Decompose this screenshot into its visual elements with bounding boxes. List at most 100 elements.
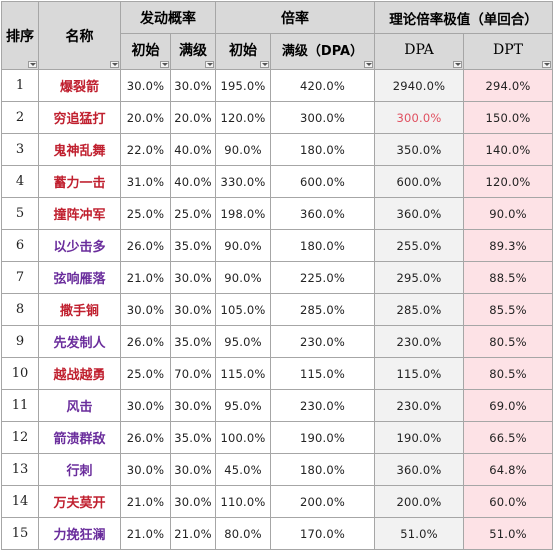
cell-mult-initial: 198.0% <box>215 197 271 230</box>
cell-mult-initial: 90.0% <box>215 133 271 166</box>
cell-rank: 6 <box>1 229 39 262</box>
header-dpa: DPA <box>374 33 464 70</box>
cell-dpa: 360.0% <box>374 197 464 230</box>
header-rank-label: 排序 <box>6 28 34 45</box>
filter-dropdown-icon[interactable] <box>453 61 462 68</box>
header-trigger-group: 发动概率 <box>120 1 216 34</box>
cell-trigger-max: 20.0% <box>170 101 216 134</box>
cell-rank: 7 <box>1 261 39 294</box>
cell-skill-name: 力挽狂澜 <box>38 517 121 550</box>
cell-trigger-initial: 25.0% <box>120 197 171 230</box>
cell-mult-initial: 90.0% <box>215 229 271 262</box>
cell-mult-initial: 45.0% <box>215 453 271 486</box>
cell-trigger-max: 21.0% <box>170 517 216 550</box>
table-row: 5 撞阵冲军 25.0% 25.0% 198.0% 360.0% 360.0% 90.0% <box>1 197 553 230</box>
cell-trigger-max: 30.0% <box>170 69 216 102</box>
cell-trigger-initial: 26.0% <box>120 229 171 262</box>
cell-mult-initial: 115.0% <box>215 357 271 390</box>
cell-trigger-initial: 31.0% <box>120 165 171 198</box>
table-row: 14 万夫莫开 21.0% 30.0% 110.0% 200.0% 200.0% 60.0% <box>1 485 553 518</box>
filter-dropdown-icon[interactable] <box>205 61 214 68</box>
cell-trigger-initial: 21.0% <box>120 485 171 518</box>
cell-dpt: 88.5% <box>463 261 553 294</box>
cell-skill-name: 箭溃群敌 <box>38 421 121 454</box>
cell-mult-initial: 100.0% <box>215 421 271 454</box>
cell-dpt: 51.0% <box>463 517 553 550</box>
cell-trigger-initial: 30.0% <box>120 293 171 326</box>
table-row: 3 鬼神乱舞 22.0% 40.0% 90.0% 180.0% 350.0% 140.0% <box>1 133 553 166</box>
filter-dropdown-icon[interactable] <box>28 61 37 68</box>
cell-rank: 9 <box>1 325 39 358</box>
table-row: 13 行刺 30.0% 30.0% 45.0% 180.0% 360.0% 64.8% <box>1 453 553 486</box>
cell-trigger-initial: 30.0% <box>120 389 171 422</box>
header-trigger-initial: 初始 <box>120 33 171 70</box>
filter-dropdown-icon[interactable] <box>364 61 373 68</box>
cell-mult-max: 600.0% <box>270 165 375 198</box>
cell-dpt: 69.0% <box>463 389 553 422</box>
cell-mult-max: 170.0% <box>270 517 375 550</box>
cell-skill-name: 蓄力一击 <box>38 165 121 198</box>
cell-trigger-initial: 22.0% <box>120 133 171 166</box>
cell-skill-name: 穷追猛打 <box>38 101 121 134</box>
cell-mult-initial: 195.0% <box>215 69 271 102</box>
cell-mult-initial: 95.0% <box>215 325 271 358</box>
cell-rank: 1 <box>1 69 39 102</box>
filter-dropdown-icon[interactable] <box>542 61 551 68</box>
cell-dpt: 89.3% <box>463 229 553 262</box>
cell-rank: 8 <box>1 293 39 326</box>
cell-rank: 13 <box>1 453 39 486</box>
cell-dpt: 150.0% <box>463 101 553 134</box>
table-row: 12 箭溃群敌 26.0% 35.0% 100.0% 190.0% 190.0% 66.5% <box>1 421 553 454</box>
cell-skill-name: 风击 <box>38 389 121 422</box>
cell-skill-name: 弦响雁落 <box>38 261 121 294</box>
cell-dpa: 230.0% <box>374 389 464 422</box>
cell-trigger-max: 35.0% <box>170 325 216 358</box>
header-trigger-max-label: 满级 <box>179 42 207 59</box>
cell-mult-initial: 110.0% <box>215 485 271 518</box>
cell-mult-max: 420.0% <box>270 69 375 102</box>
cell-rank: 3 <box>1 133 39 166</box>
header-row-top: 排序 名称 发动概率 倍率 理论倍率极值（单回合） <box>1 1 553 70</box>
cell-dpa: 51.0% <box>374 517 464 550</box>
filter-dropdown-icon[interactable] <box>110 61 119 68</box>
cell-trigger-initial: 21.0% <box>120 517 171 550</box>
cell-dpt: 80.5% <box>463 325 553 358</box>
cell-rank: 5 <box>1 197 39 230</box>
cell-mult-max: 180.0% <box>270 453 375 486</box>
filter-dropdown-icon[interactable] <box>160 61 169 68</box>
cell-dpt: 64.8% <box>463 453 553 486</box>
table-row: 4 蓄力一击 31.0% 40.0% 330.0% 600.0% 600.0% 120.0% <box>1 165 553 198</box>
cell-mult-max: 115.0% <box>270 357 375 390</box>
table-row: 1 爆裂箭 30.0% 30.0% 195.0% 420.0% 2940.0% 294.0% <box>1 69 553 102</box>
cell-trigger-max: 40.0% <box>170 165 216 198</box>
table-row: 2 穷追猛打 20.0% 20.0% 120.0% 300.0% 300.0% 150.0% <box>1 101 553 134</box>
cell-mult-max: 230.0% <box>270 325 375 358</box>
cell-trigger-max: 35.0% <box>170 421 216 454</box>
cell-dpt: 294.0% <box>463 69 553 102</box>
table-row: 8 撒手锏 30.0% 30.0% 105.0% 285.0% 285.0% 85.5% <box>1 293 553 326</box>
header-dpa-label: DPA <box>404 41 434 58</box>
table-row: 15 力挽狂澜 21.0% 21.0% 80.0% 170.0% 51.0% 51.0% <box>1 517 553 550</box>
cell-mult-initial: 80.0% <box>215 517 271 550</box>
cell-dpa: 115.0% <box>374 357 464 390</box>
cell-skill-name: 越战越勇 <box>38 357 121 390</box>
cell-trigger-max: 25.0% <box>170 197 216 230</box>
header-mult-max: 满级（DPA） <box>270 33 375 70</box>
header-name-label: 名称 <box>65 28 94 45</box>
cell-mult-max: 200.0% <box>270 485 375 518</box>
cell-dpa: 200.0% <box>374 485 464 518</box>
cell-dpa: 300.0% <box>374 101 464 134</box>
table-row: 7 弦响雁落 21.0% 30.0% 90.0% 225.0% 295.0% 88.5% <box>1 261 553 294</box>
filter-dropdown-icon[interactable] <box>260 61 269 68</box>
cell-dpa: 350.0% <box>374 133 464 166</box>
cell-dpt: 60.0% <box>463 485 553 518</box>
cell-skill-name: 鬼神乱舞 <box>38 133 121 166</box>
cell-skill-name: 行刺 <box>38 453 121 486</box>
cell-skill-name: 先发制人 <box>38 325 121 358</box>
header-trigger-initial-label: 初始 <box>131 42 160 59</box>
cell-dpa: 360.0% <box>374 453 464 486</box>
cell-rank: 11 <box>1 389 39 422</box>
cell-skill-name: 万夫莫开 <box>38 485 121 518</box>
cell-trigger-max: 30.0% <box>170 485 216 518</box>
